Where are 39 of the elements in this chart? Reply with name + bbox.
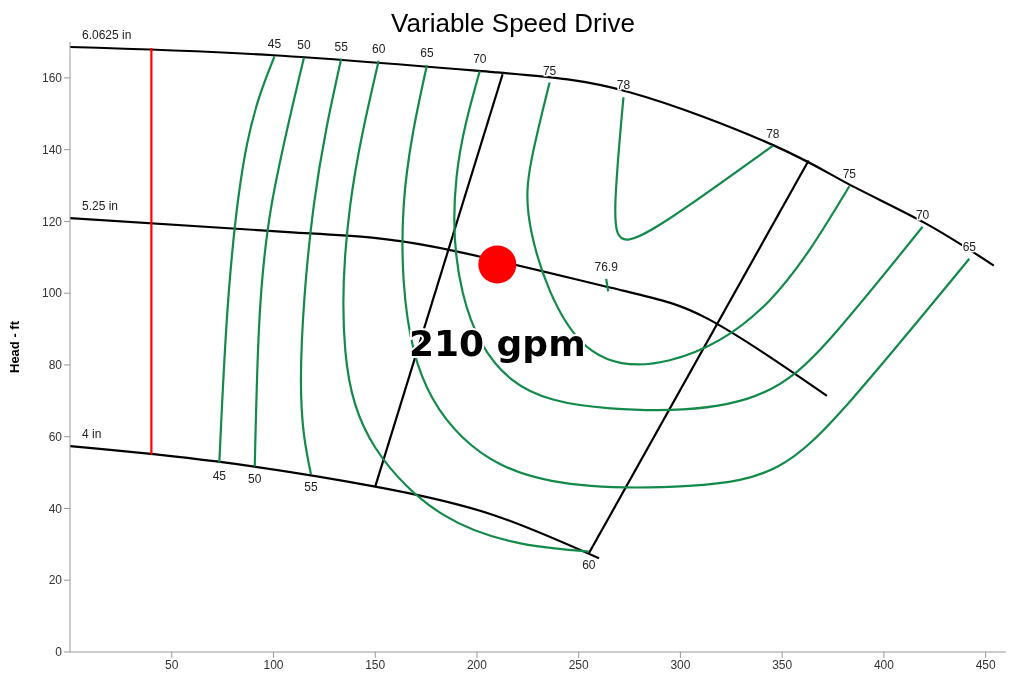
y-tick-label: 120	[41, 214, 63, 229]
y-tick-label: 0	[55, 645, 63, 660]
annotation: 6.0625 in	[82, 28, 132, 43]
annotation: 70	[473, 52, 487, 67]
y-tick-label: 60	[48, 429, 63, 444]
annotation: 45	[212, 468, 227, 483]
y-tick-label: 40	[48, 501, 63, 516]
annotation: 5.25 in	[82, 199, 119, 214]
y-tick-label: 140	[41, 142, 63, 157]
y-tick-label: 160	[41, 71, 63, 86]
y-tick-label: 80	[48, 358, 63, 373]
x-tick-label: 150	[365, 657, 386, 672]
annotation: 60	[372, 41, 386, 56]
chart-title: Variable Speed Drive	[391, 8, 635, 38]
annotation: 60	[582, 557, 596, 572]
x-tick-label: 200	[466, 657, 488, 672]
x-tick-label: 350	[772, 657, 793, 672]
annotation: 76.9	[594, 259, 619, 274]
y-axis-title: Head - ft	[6, 320, 22, 373]
annotation: 50	[248, 472, 262, 487]
annotation: 45	[267, 37, 282, 52]
annotation: 55	[304, 480, 318, 495]
annotation: 4 in	[82, 427, 102, 442]
x-tick-label: 50	[165, 657, 179, 672]
annotation: 75	[542, 63, 557, 78]
annotation: 70	[915, 207, 930, 222]
x-tick-label: 450	[975, 657, 996, 672]
annotation: 65	[420, 46, 434, 61]
y-tick-label: 20	[48, 573, 63, 588]
annotation: 78	[616, 78, 631, 93]
annotation: 78	[766, 126, 780, 141]
x-tick-label: 300	[670, 657, 691, 672]
y-tick-label: 100	[41, 286, 63, 301]
annotation: 55	[334, 39, 349, 54]
x-tick-label: 100	[263, 657, 284, 672]
annotation: 50	[297, 38, 311, 53]
x-tick-label: 400	[873, 657, 895, 672]
x-tick-label: 250	[568, 657, 590, 672]
annotation: 75	[842, 167, 857, 182]
